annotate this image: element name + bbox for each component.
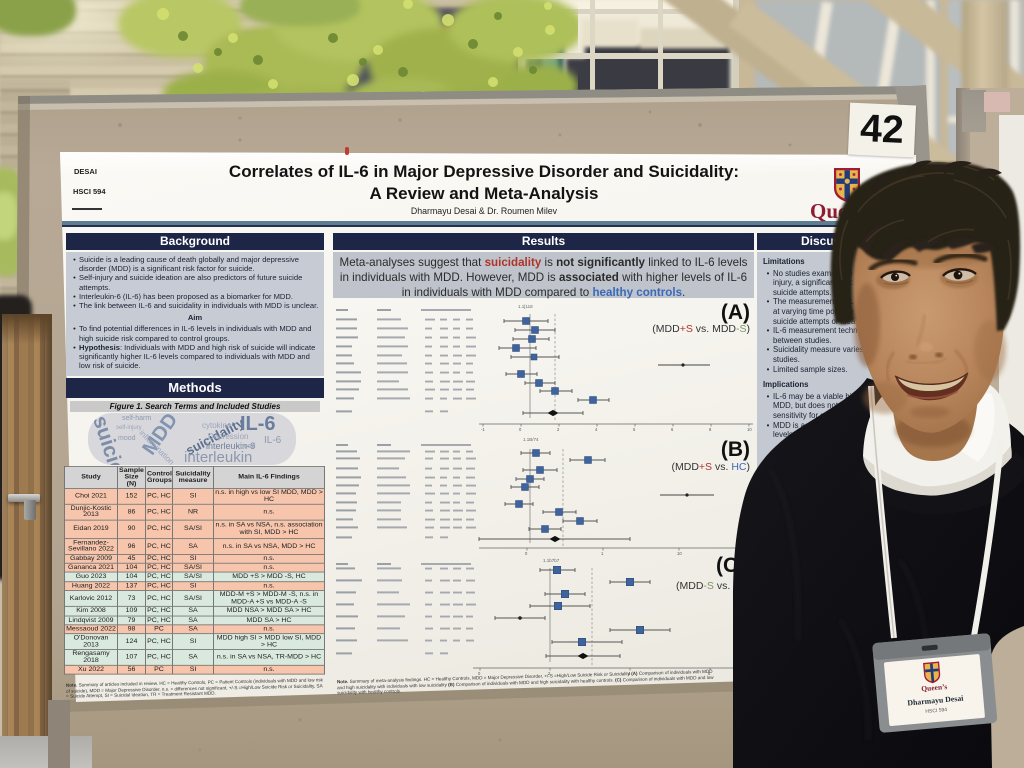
svg-text:Queen’s: Queen’s (921, 682, 948, 693)
svg-text:-1: -1 (481, 427, 485, 432)
svg-text:4: 4 (628, 671, 631, 676)
svg-text:10: 10 (677, 551, 682, 556)
svg-text:1.1[118: 1.1[118 (518, 304, 533, 309)
svg-text:0: 0 (519, 427, 522, 432)
svg-text:10: 10 (747, 427, 752, 432)
svg-text:1.1B/74: 1.1B/74 (523, 437, 539, 442)
svg-text:HSCI 594: HSCI 594 (925, 707, 947, 715)
svg-text:0: 0 (525, 551, 528, 556)
svg-text:0: 0 (478, 671, 481, 676)
svg-text:6: 6 (671, 427, 674, 432)
svg-text:2: 2 (548, 671, 551, 676)
svg-text:8: 8 (709, 427, 712, 432)
svg-text:2: 2 (557, 427, 560, 432)
svg-text:4: 4 (595, 427, 598, 432)
svg-text:6: 6 (708, 671, 711, 676)
svg-text:5: 5 (633, 427, 636, 432)
svg-text:1: 1 (601, 551, 604, 556)
svg-text:1.1b7b7: 1.1b7b7 (543, 558, 560, 563)
